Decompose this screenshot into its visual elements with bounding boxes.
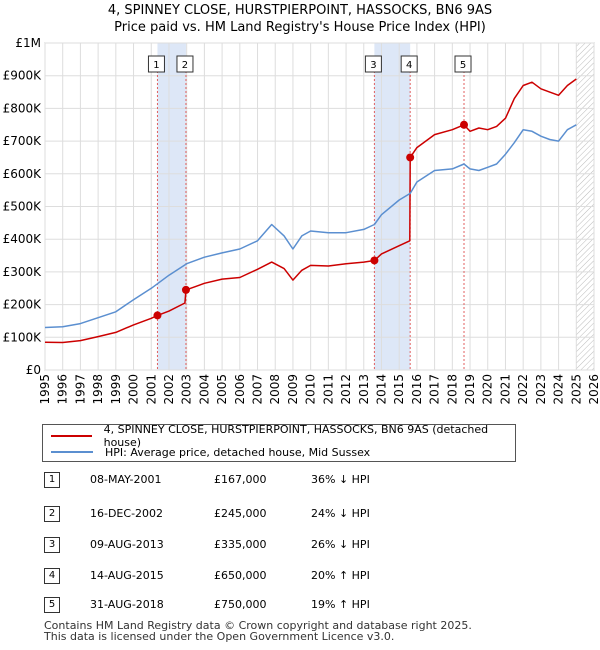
x-tick-label: 1998 xyxy=(91,374,105,405)
x-tick-label: 2010 xyxy=(304,374,318,405)
txn-hpi-diff: 19% ↑ HPI xyxy=(311,598,370,611)
sale-number-label: 4 xyxy=(406,60,412,71)
x-tick-label: 2019 xyxy=(463,374,477,405)
txn-number: 2 xyxy=(44,506,60,522)
txn-price: £335,000 xyxy=(214,538,267,551)
price-chart: £0 £100K £200K £300K £400K £500K £600K £700K £80… xyxy=(3,36,600,405)
x-tick-label: 1997 xyxy=(73,374,87,405)
sale-number-label: 2 xyxy=(182,60,188,71)
sale-point xyxy=(181,285,190,294)
x-tick-label: 2021 xyxy=(498,374,512,405)
x-tick-label: 2025 xyxy=(569,374,583,405)
txn-date: 09-AUG-2013 xyxy=(90,538,164,551)
x-tick-label: 2011 xyxy=(321,374,335,405)
table-row: 4 14-AUG-2015 £650,000 20% ↑ HPI xyxy=(44,568,444,586)
x-tick-label: 2012 xyxy=(339,374,353,405)
x-tick-label: 2005 xyxy=(215,374,229,405)
txn-hpi-diff: 20% ↑ HPI xyxy=(311,569,370,582)
x-tick-label: 2017 xyxy=(428,374,442,405)
y-tick-label: £400K xyxy=(3,232,43,246)
sale-number-box xyxy=(176,55,194,73)
txn-price: £750,000 xyxy=(214,598,267,611)
y-tick-label: £800K xyxy=(3,101,43,115)
table-row: 3 09-AUG-2013 £335,000 26% ↓ HPI xyxy=(44,537,444,555)
txn-hpi-diff: 26% ↓ HPI xyxy=(311,538,370,551)
x-tick-label: 2000 xyxy=(127,374,141,405)
y-tick-label: £900K xyxy=(3,69,43,83)
title-line-1: 4, SPINNEY CLOSE, HURSTPIERPOINT, HASSOC… xyxy=(107,3,493,18)
y-tick-label: £200K xyxy=(3,298,43,312)
txn-number: 1 xyxy=(44,472,60,488)
x-tick-label: 2001 xyxy=(144,374,158,405)
x-tick-label: 2026 xyxy=(587,374,600,405)
sale-point xyxy=(406,153,415,162)
sale-number-box xyxy=(364,55,382,73)
legend-swatch-property xyxy=(51,435,92,437)
chart-title: 4, SPINNEY CLOSE, HURSTPIERPOINT, HASSOC… xyxy=(0,2,600,36)
x-tick-label: 1995 xyxy=(38,374,52,405)
txn-date: 08-MAY-2001 xyxy=(90,473,162,486)
txn-price: £650,000 xyxy=(214,569,267,582)
x-tick-label: 2023 xyxy=(534,374,548,405)
x-tick-label: 2018 xyxy=(445,374,459,405)
txn-date: 31-AUG-2018 xyxy=(90,598,164,611)
footer-line-1: Contains HM Land Registry data © Crown c… xyxy=(44,619,472,632)
x-tick-label: 1996 xyxy=(56,374,70,405)
txn-hpi-diff: 24% ↓ HPI xyxy=(311,507,370,520)
table-row: 1 08-MAY-2001 £167,000 36% ↓ HPI xyxy=(44,472,444,490)
sale-number-box xyxy=(454,55,472,73)
title-line-2: Price paid vs. HM Land Registry's House … xyxy=(114,20,486,35)
footer-attribution: Contains HM Land Registry data © Crown c… xyxy=(44,620,472,642)
x-tick-label: 2002 xyxy=(162,374,176,405)
x-tick-label: 2013 xyxy=(357,374,371,405)
hpi-line xyxy=(44,124,577,329)
x-tick-label: 2007 xyxy=(251,374,265,405)
y-tick-label: £500K xyxy=(3,200,43,214)
txn-price: £167,000 xyxy=(214,473,267,486)
txn-hpi-diff: 36% ↓ HPI xyxy=(311,473,370,486)
x-tick-label: 2009 xyxy=(286,374,300,405)
table-row: 2 16-DEC-2002 £245,000 24% ↓ HPI xyxy=(44,506,444,524)
x-tick-label: 2003 xyxy=(180,374,194,405)
y-tick-label: £600K xyxy=(3,167,43,181)
y-tick-label: £700K xyxy=(3,134,43,148)
y-tick-label: £300K xyxy=(3,265,43,279)
sale-point xyxy=(370,256,379,265)
txn-date: 14-AUG-2015 xyxy=(90,569,164,582)
txn-number: 5 xyxy=(44,597,60,613)
sale-point xyxy=(460,120,469,129)
x-tick-label: 2015 xyxy=(392,374,406,405)
table-row: 5 31-AUG-2018 £750,000 19% ↑ HPI xyxy=(44,597,444,615)
x-tick-label: 2006 xyxy=(233,374,247,405)
x-tick-label: 2004 xyxy=(197,374,211,405)
footer-line-2: This data is licensed under the Open Gov… xyxy=(44,630,395,643)
txn-price: £245,000 xyxy=(214,507,267,520)
legend-label-hpi: HPI: Average price, detached house, Mid … xyxy=(105,445,371,459)
x-tick-label: 2008 xyxy=(268,374,282,405)
property-price-line xyxy=(44,78,577,344)
sale-number-label: 1 xyxy=(153,60,159,71)
chart-legend: 4, SPINNEY CLOSE, HURSTPIERPOINT, HASSOC… xyxy=(42,423,516,462)
sale-number-label: 3 xyxy=(370,60,376,71)
x-tick-label: 2014 xyxy=(374,374,388,405)
x-tick-label: 2020 xyxy=(481,374,495,405)
y-tick-label: £100K xyxy=(3,330,43,344)
x-tick-label: 1999 xyxy=(109,374,123,405)
txn-number: 3 xyxy=(44,537,60,553)
sale-number-box xyxy=(400,55,418,73)
sale-number-label: 5 xyxy=(460,60,466,71)
legend-item-property: 4, SPINNEY CLOSE, HURSTPIERPOINT, HASSOC… xyxy=(51,423,515,449)
sale-number-box xyxy=(147,55,165,73)
txn-date: 16-DEC-2002 xyxy=(90,507,164,520)
legend-swatch-hpi xyxy=(51,451,93,453)
x-tick-label: 2016 xyxy=(410,374,424,405)
x-tick-label: 2022 xyxy=(516,374,530,405)
txn-number: 4 xyxy=(44,568,60,584)
y-tick-label: £1M xyxy=(15,36,41,50)
y-tick-label: £0 xyxy=(26,363,41,377)
x-tick-label: 2024 xyxy=(552,374,566,405)
legend-item-hpi: HPI: Average price, detached house, Mid … xyxy=(51,444,370,460)
sale-point xyxy=(153,311,162,320)
legend-label-property: 4, SPINNEY CLOSE, HURSTPIERPOINT, HASSOC… xyxy=(103,423,489,449)
